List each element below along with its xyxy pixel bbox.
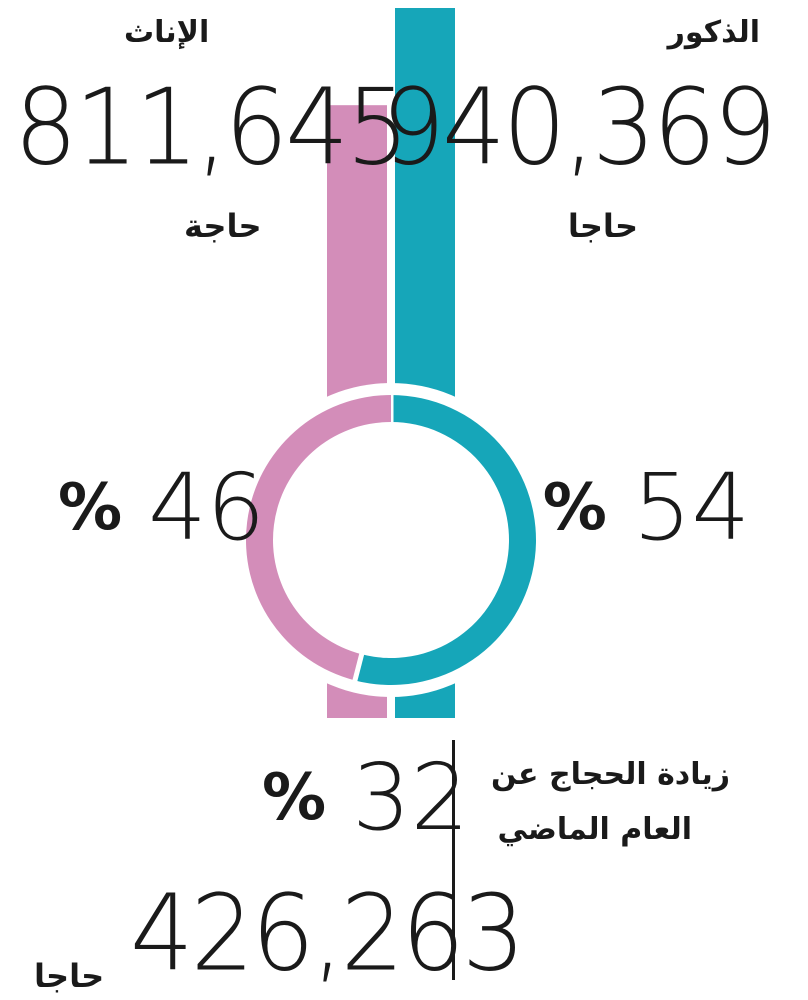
male-count: 940,369	[381, 66, 777, 189]
donut-slice-female	[245, 395, 391, 681]
female-percent-group: % 46	[58, 462, 265, 554]
increase-count: 426,263	[130, 872, 526, 995]
increase-percent: 32	[352, 744, 470, 851]
male-label: الذكور	[667, 15, 760, 50]
female-unit: حاجة	[184, 207, 262, 245]
male-percent-sign: %	[542, 471, 607, 545]
section-divider	[452, 740, 455, 980]
male-unit: حاجا	[567, 207, 638, 245]
increase-unit: حاجا	[34, 957, 105, 995]
female-percent-sign: %	[58, 471, 123, 545]
female-count: 811,645	[14, 66, 410, 189]
male-percent: 54	[632, 454, 750, 561]
increase-label-line2: العام الماضي	[497, 812, 692, 847]
female-percent: 46	[148, 454, 266, 561]
increase-percent-sign: %	[262, 761, 327, 835]
female-label: الإناث	[124, 15, 210, 50]
increase-label-line1: زيادة الحجاج عن	[491, 757, 730, 792]
male-percent-group: % 54	[543, 462, 750, 554]
donut-slice-male	[354, 395, 536, 685]
increase-percent-group: % 32	[262, 752, 469, 844]
donut-separator	[352, 651, 365, 684]
donut-halo	[234, 383, 548, 697]
